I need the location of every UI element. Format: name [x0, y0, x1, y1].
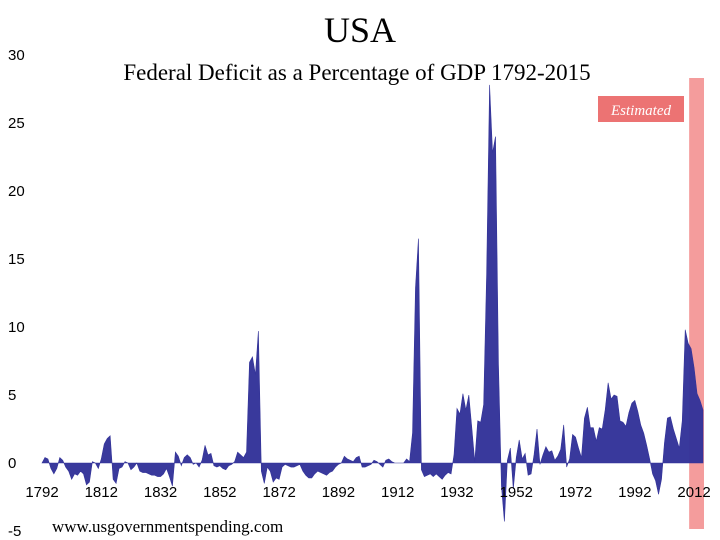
x-tick-label: 1792 [25, 484, 58, 501]
x-tick-label: 1852 [203, 484, 236, 501]
estimated-label-background [598, 96, 684, 122]
x-tick-label: 1932 [440, 484, 473, 501]
x-tick-label: 1832 [144, 484, 177, 501]
chart-title: USA [324, 10, 396, 50]
y-tick-label: 0 [8, 455, 16, 472]
x-tick-label: 1912 [381, 484, 414, 501]
y-tick-label: 20 [8, 183, 25, 200]
x-tick-label: 1812 [85, 484, 118, 501]
y-tick-label: 15 [8, 251, 25, 268]
y-tick-label: 10 [8, 319, 25, 336]
y-tick-label: 5 [8, 387, 16, 404]
x-tick-label: 2012 [677, 484, 710, 501]
y-tick-label: 30 [8, 47, 25, 64]
x-tick-label: 1952 [500, 484, 533, 501]
deficit-area-series [41, 84, 704, 522]
estimated-label: Estimated [610, 103, 671, 119]
x-tick-label: 1972 [559, 484, 592, 501]
y-tick-label: -5 [8, 523, 21, 540]
y-tick-label: 25 [8, 115, 25, 132]
x-tick-label: 1872 [262, 484, 295, 501]
source-credit: www.usgovernmentspending.com [52, 517, 283, 536]
estimated-badge: Estimated [598, 96, 684, 122]
x-tick-label: 1992 [618, 484, 651, 501]
x-tick-label: 1892 [322, 484, 355, 501]
chart-subtitle: Federal Deficit as a Percentage of GDP 1… [123, 60, 590, 85]
